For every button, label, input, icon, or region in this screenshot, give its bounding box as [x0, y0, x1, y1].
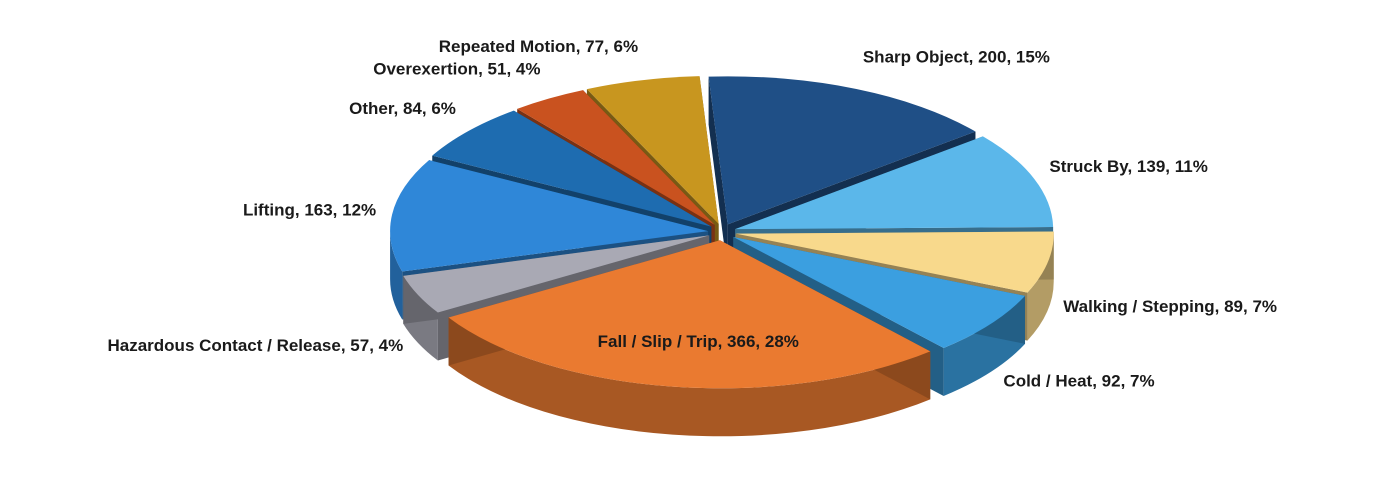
data-label: Cold / Heat, 92, 7%	[1003, 372, 1154, 391]
data-label: Struck By, 139, 11%	[1049, 157, 1207, 176]
slice-side	[1027, 233, 1054, 341]
data-label: Lifting, 163, 12%	[243, 200, 376, 219]
data-label: Other, 84, 6%	[349, 99, 456, 118]
slice	[517, 90, 715, 225]
slice	[390, 160, 709, 272]
data-label: Fall / Slip / Trip, 366, 28%	[598, 332, 799, 351]
slice	[733, 236, 1026, 348]
slice	[735, 231, 1054, 293]
data-label: Sharp Object, 200, 15%	[863, 48, 1050, 67]
data-label: Hazardous Contact / Release, 57, 4%	[107, 336, 403, 355]
data-label: Repeated Motion, 77, 6%	[439, 37, 638, 56]
slice-wall	[708, 76, 728, 273]
slice	[735, 136, 1054, 230]
slice-side	[448, 317, 931, 437]
slice-side	[390, 231, 403, 320]
slice	[708, 76, 976, 225]
slice	[586, 76, 719, 224]
slice	[403, 235, 710, 313]
slice	[432, 110, 712, 227]
data-label: Overexertion, 51, 4%	[373, 59, 540, 78]
slice	[448, 240, 931, 389]
data-label: Walking / Stepping, 89, 7%	[1063, 297, 1277, 316]
slice-wall	[403, 235, 710, 324]
